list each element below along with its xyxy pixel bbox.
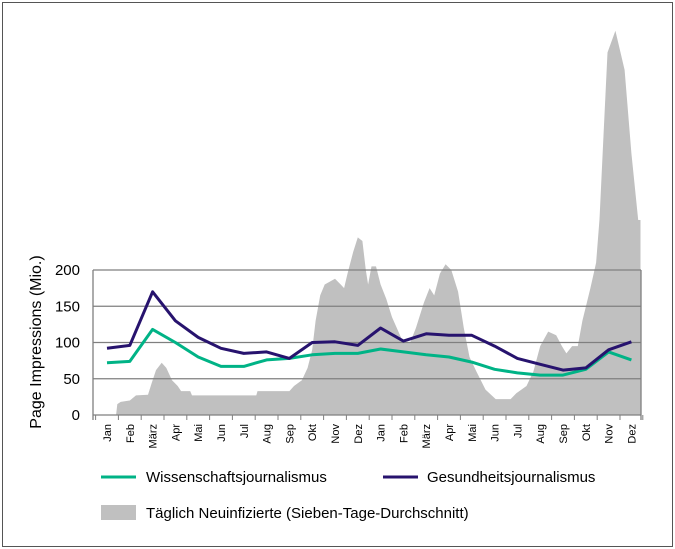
- y-tick-label: 100: [55, 335, 80, 352]
- x-tick-label: Sep: [284, 424, 296, 444]
- y-tick-label: 200: [55, 262, 80, 279]
- x-tick-label: März: [148, 424, 160, 448]
- x-tick-label: Apr: [444, 424, 456, 441]
- line-gesundheit: [106, 290, 632, 372]
- x-tick-label: Jan: [376, 424, 388, 442]
- line-wissenschaft: [106, 327, 632, 377]
- x-tick-label: Jul: [512, 424, 524, 438]
- x-tick-label: Okt: [307, 424, 319, 441]
- x-tick-label: Feb: [398, 424, 410, 443]
- x-tick-label: Okt: [581, 424, 593, 441]
- legend-label-wissenschaft: Wissenschaftsjournalismus: [146, 469, 327, 486]
- y-axis-label: Page Impressions (Mio.): [28, 255, 45, 428]
- x-tick-label: Feb: [125, 424, 137, 443]
- y-tick-label: 150: [55, 298, 80, 315]
- x-tick-label: Dez: [626, 424, 638, 444]
- legend-label-neuinfizierte: Täglich Neuinfizierte (Sieben-Tage-Durch…: [146, 505, 469, 522]
- y-tick-label: 50: [63, 371, 80, 388]
- x-tick-label: Aug: [535, 424, 547, 444]
- x-tick-label: Nov: [330, 424, 342, 444]
- y-tick-label: 0: [72, 407, 80, 424]
- x-tick-label: Apr: [170, 424, 182, 441]
- x-tick-label: Jul: [239, 424, 251, 438]
- x-tick-label: Aug: [262, 424, 274, 444]
- legend-label-gesundheit: Gesundheitsjournalismus: [427, 469, 595, 486]
- x-tick-label: Jan: [102, 424, 114, 442]
- x-tick-label: Jun: [490, 424, 502, 442]
- legend-swatch-neuinfizierte: [101, 505, 136, 520]
- x-tick-label: Jun: [216, 424, 228, 442]
- x-tick-label: Dez: [353, 424, 365, 444]
- legend: Wissenschaftsjournalismus Gesundheitsjou…: [101, 469, 595, 522]
- x-tick-label: Nov: [604, 424, 616, 444]
- x-tick-label: Mai: [193, 424, 205, 442]
- x-tick-label: März: [421, 424, 433, 448]
- x-tick-label: Sep: [558, 424, 570, 444]
- area-neuinfizierte: [107, 30, 641, 416]
- x-tick-label: Mai: [467, 424, 479, 442]
